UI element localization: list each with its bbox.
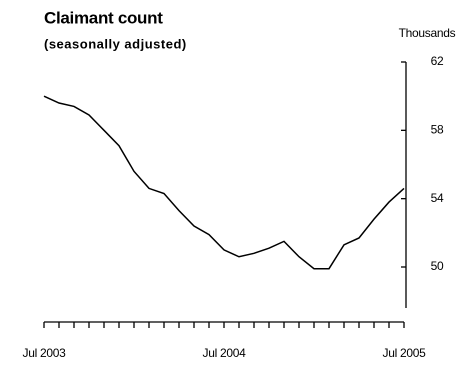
y-tick-label: 58	[431, 123, 444, 137]
x-tick-label: Jul 2003	[23, 346, 67, 360]
data-line	[43, 95, 405, 270]
x-tick-label: Jul 2004	[203, 346, 247, 360]
y-tick-label: 62	[431, 54, 444, 68]
y-axis-label: Thousands	[399, 26, 456, 40]
y-tick-label: 50	[431, 259, 444, 273]
chart-title: Claimant count	[44, 8, 163, 27]
y-tick-label: 54	[431, 191, 444, 205]
chart-subtitle: (seasonally adjusted)	[44, 36, 187, 51]
x-tick-label: Jul 2005	[383, 346, 427, 360]
